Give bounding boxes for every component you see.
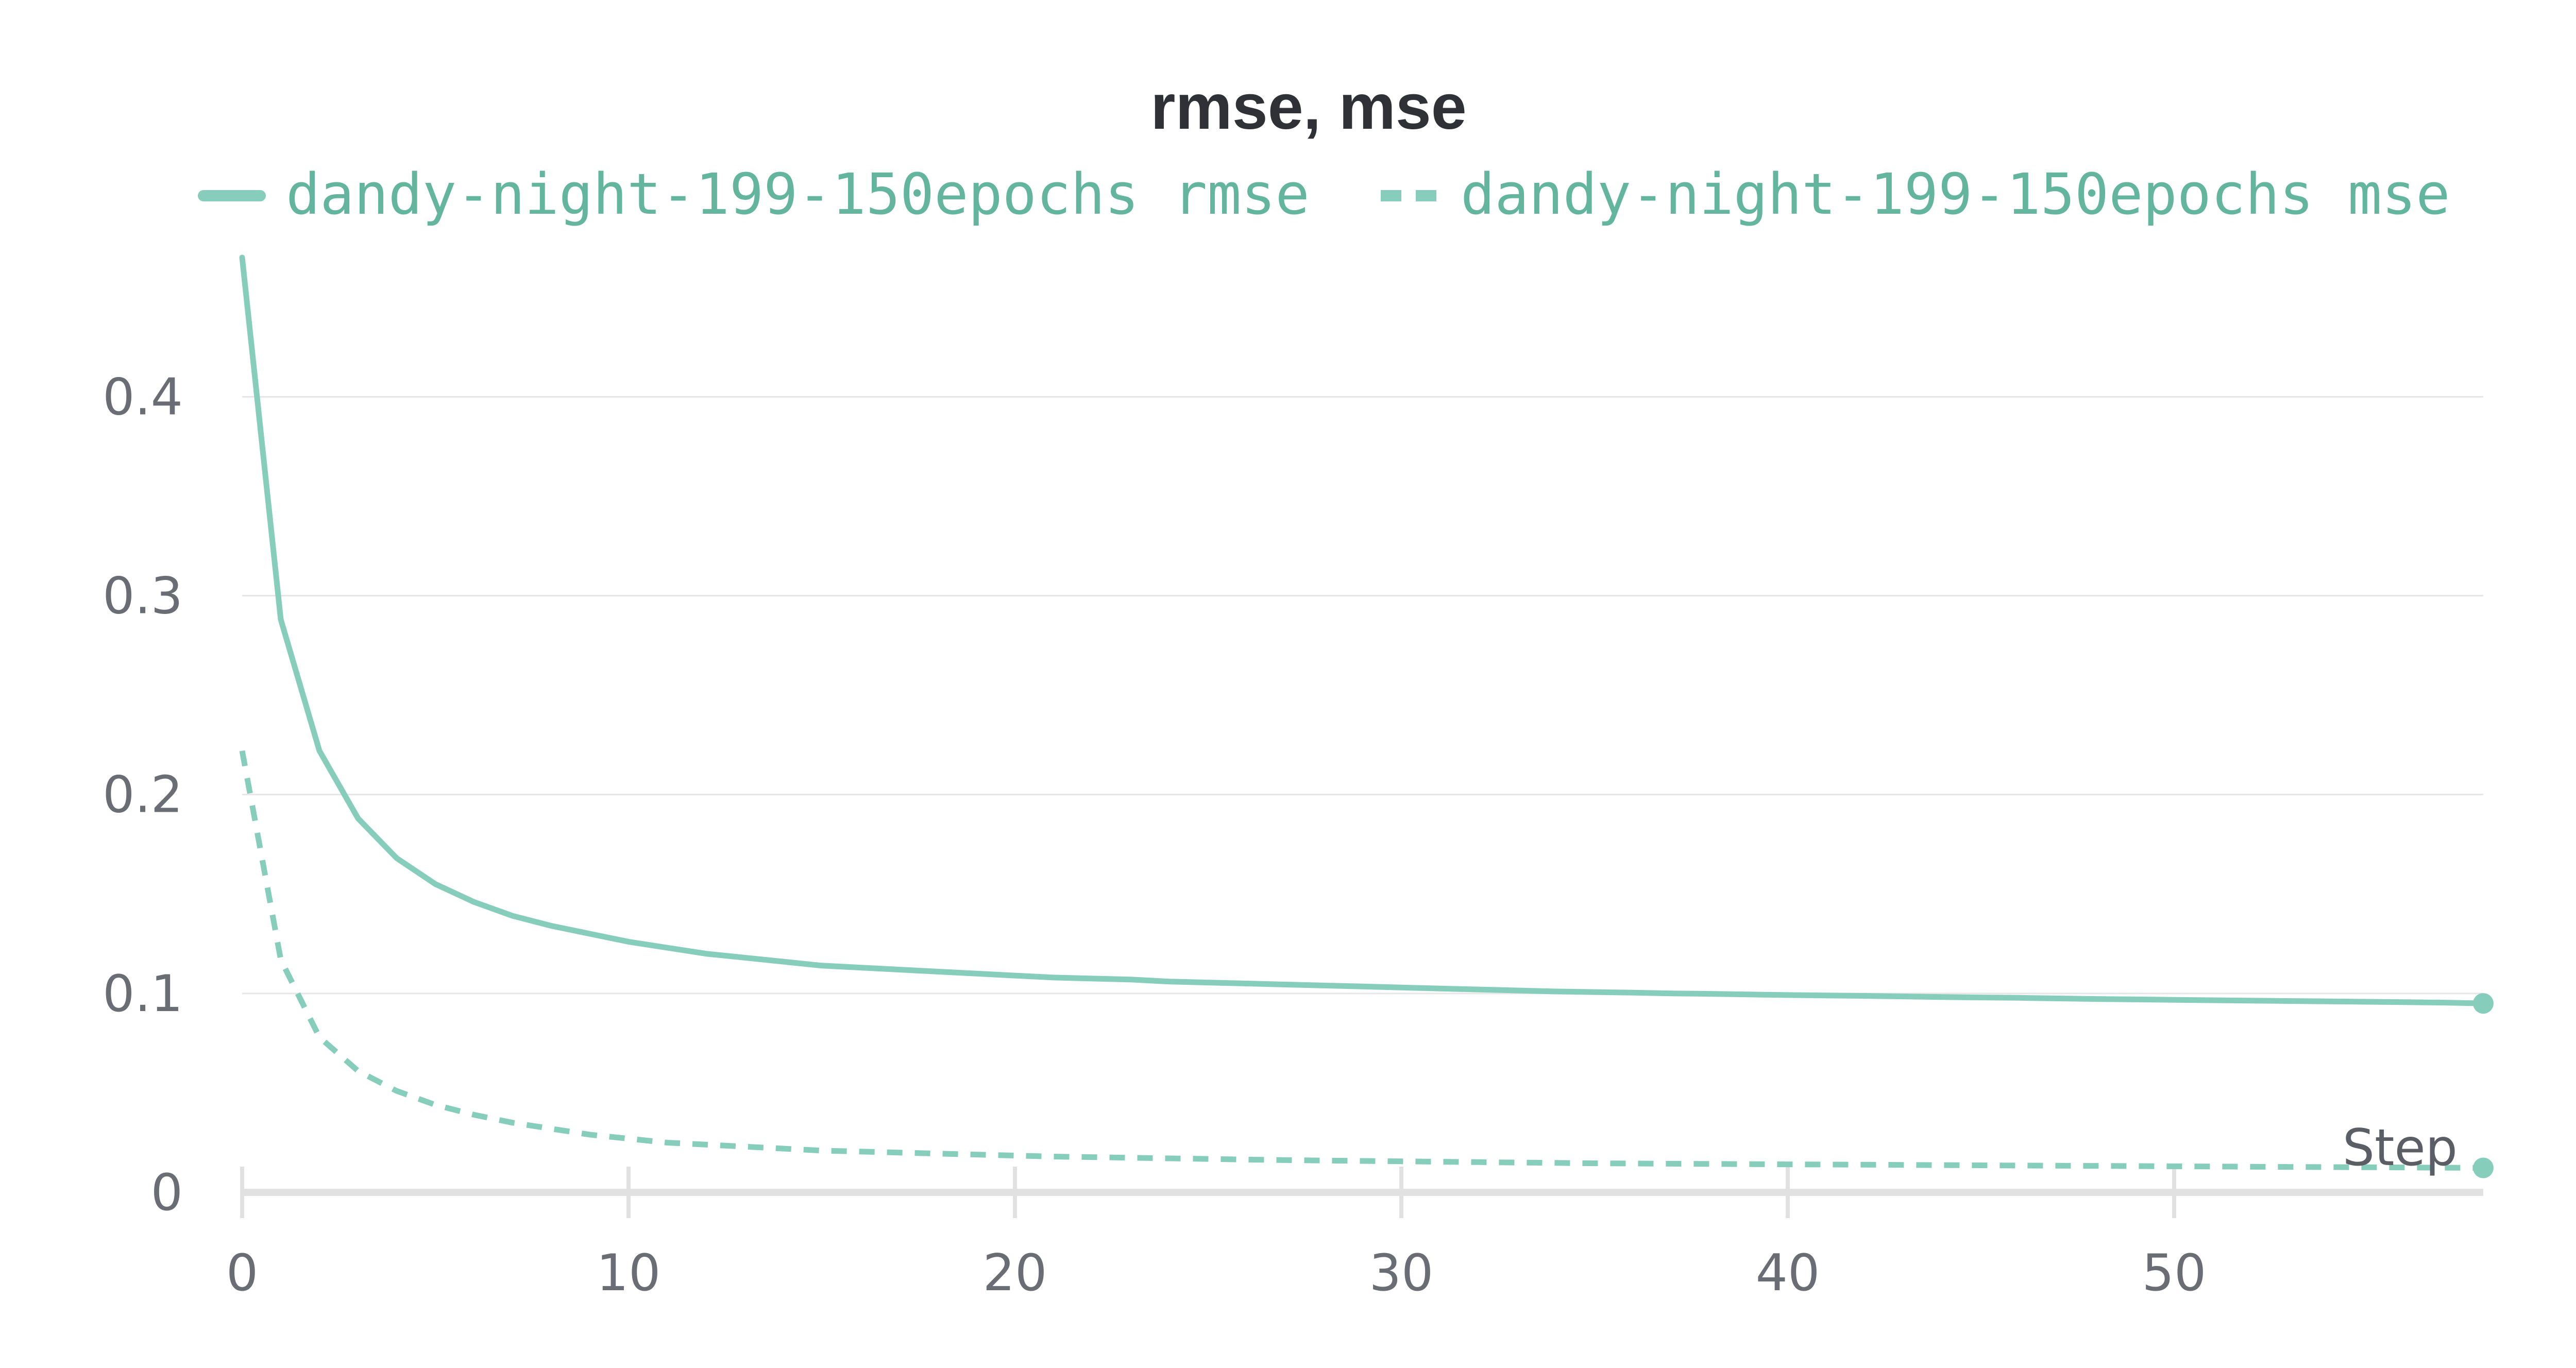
series-lines — [239, 254, 2486, 1171]
x-tick-label-3: 30 — [1369, 1244, 1434, 1303]
end-marker-rmse[interactable] — [2473, 993, 2494, 1014]
legend: dandy-night-199-150epochs rmse dandy-nig… — [198, 161, 2450, 227]
series-line-mse[interactable] — [239, 750, 2484, 1171]
gridlines — [242, 396, 2483, 995]
series-line-rmse[interactable] — [239, 254, 2486, 1006]
x-axis-label: Step — [2343, 1119, 2458, 1177]
y-tick-label-1: 0.1 — [103, 965, 183, 1023]
chart-title: rmse, mse — [1150, 72, 1467, 143]
y-tick-label-2: 0.2 — [103, 766, 183, 825]
legend-item-rmse[interactable]: dandy-night-199-150epochs rmse — [198, 161, 1310, 227]
legend-item-mse[interactable]: dandy-night-199-150epochs mse — [1381, 161, 2450, 227]
x-tick-label-1: 10 — [597, 1244, 661, 1303]
x-tick-label-4: 40 — [1756, 1244, 1820, 1303]
end-markers — [2473, 993, 2494, 1178]
y-tick-label-0: 0 — [151, 1164, 183, 1222]
legend-label-mse: dandy-night-199-150epochs mse — [1461, 161, 2450, 227]
legend-label-rmse: dandy-night-199-150epochs rmse — [286, 161, 1310, 227]
axes: 0 0.1 0.2 0.3 0.4 0 10 20 30 40 50 — [103, 368, 2483, 1303]
x-tick-label-2: 20 — [983, 1244, 1047, 1303]
y-tick-label-4: 0.4 — [103, 368, 183, 426]
end-marker-mse[interactable] — [2473, 1157, 2494, 1178]
x-tick-label-0: 0 — [226, 1244, 258, 1303]
y-tick-label-3: 0.3 — [103, 567, 183, 625]
x-tick-label-5: 50 — [2142, 1244, 2207, 1303]
